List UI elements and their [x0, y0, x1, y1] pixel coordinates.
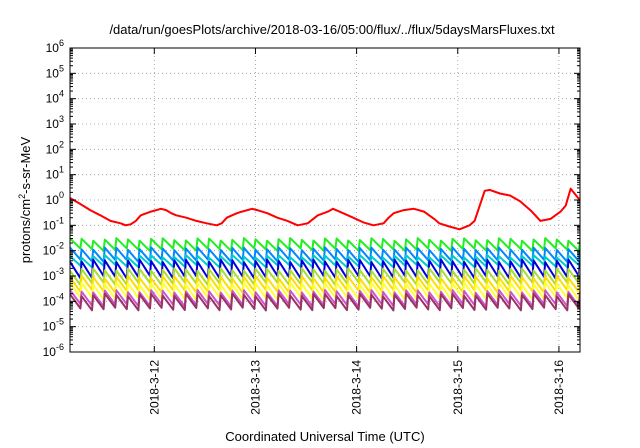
y-axis-label-suffix: -s-sr-MeV [18, 136, 33, 193]
y-tick-label: 10-4 [43, 291, 64, 308]
x-tick-label: 2018-3-12 [147, 360, 161, 415]
y-tick-base: 10 [43, 320, 57, 334]
y-tick-exponent: -1 [56, 215, 64, 225]
y-tick-label: 106 [46, 38, 64, 55]
x-axis-label: Coordinated Universal Time (UTC) [225, 429, 424, 444]
y-tick-base: 10 [43, 294, 57, 308]
y-tick-label: 10-3 [43, 266, 64, 283]
chart-title: /data/run/goesPlots/archive/2018-03-16/0… [109, 22, 555, 37]
grid-lines [70, 48, 580, 352]
y-tick-exponent: -4 [56, 291, 64, 301]
x-tick-label: 2018-3-16 [552, 360, 566, 415]
y-tick-base: 10 [46, 117, 60, 131]
series-line [70, 237, 580, 252]
y-tick-base: 10 [43, 269, 57, 283]
y-tick-base: 10 [46, 142, 60, 156]
y-tick-exponent: -3 [56, 266, 64, 276]
y-tick-base: 10 [46, 168, 60, 182]
x-tick-label: 2018-3-15 [451, 360, 465, 415]
y-tick-base: 10 [46, 41, 60, 55]
y-tick-label: 10-5 [43, 317, 64, 334]
y-tick-exponent: -2 [56, 241, 64, 251]
y-axis-label-sup: 2 [17, 194, 27, 199]
y-tick-base: 10 [46, 193, 60, 207]
series-line [70, 292, 580, 312]
y-axis-label-prefix: protons/cm [18, 199, 33, 263]
y-tick-exponent: 2 [59, 139, 64, 149]
y-tick-base: 10 [46, 92, 60, 106]
y-tick-exponent: -5 [56, 317, 64, 327]
y-tick-exponent: -6 [56, 342, 64, 352]
y-tick-exponent: 5 [59, 63, 64, 73]
y-tick-label: 100 [46, 190, 64, 207]
series-lines [70, 187, 580, 312]
x-tick-label: 2018-3-14 [350, 360, 364, 415]
y-axis-label: protons/cm2-s-sr-MeV [17, 136, 33, 263]
y-tick-label: 104 [46, 89, 64, 106]
y-tick-exponent: 1 [59, 165, 64, 175]
y-tick-exponent: 3 [59, 114, 64, 124]
x-tick-label: 2018-3-13 [248, 360, 262, 415]
y-tick-base: 10 [43, 345, 57, 359]
y-tick-exponent: 4 [59, 89, 64, 99]
y-tick-label: 102 [46, 139, 64, 156]
y-tick-label: 10-1 [43, 215, 64, 232]
y-tick-base: 10 [43, 218, 57, 232]
y-tick-label: 10-2 [43, 241, 64, 258]
y-tick-exponent: 0 [59, 190, 64, 200]
y-tick-label: 101 [46, 165, 64, 182]
y-axis-ticks: 10610510410310210110010-110-210-310-410-… [43, 38, 580, 359]
y-tick-base: 10 [43, 244, 57, 258]
y-tick-base: 10 [46, 66, 60, 80]
x-axis-ticks: 2018-3-12 2018-3-13 2018-3-14 2018-3-15 2018… [147, 48, 566, 415]
y-tick-label: 103 [46, 114, 64, 131]
y-tick-exponent: 6 [59, 38, 64, 48]
series-line [70, 187, 580, 231]
y-tick-label: 10-6 [43, 342, 64, 359]
y-tick-label: 105 [46, 63, 64, 80]
